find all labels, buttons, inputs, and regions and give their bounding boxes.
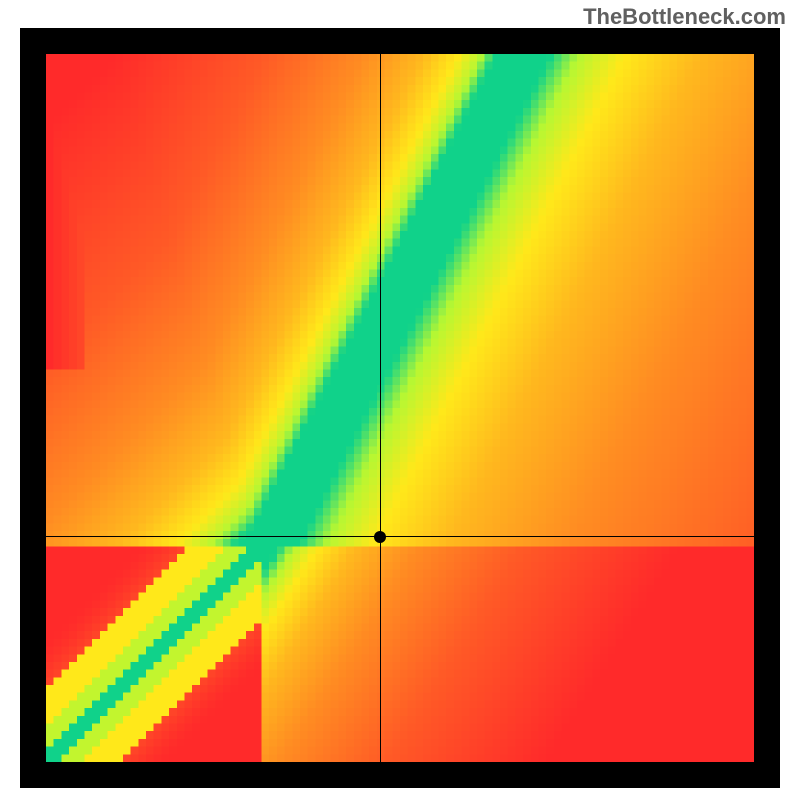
crosshair-vertical	[380, 54, 381, 762]
selection-marker	[374, 531, 386, 543]
chart-frame	[20, 28, 780, 788]
watermark-text: TheBottleneck.com	[583, 4, 786, 30]
bottleneck-heatmap	[46, 54, 754, 762]
crosshair-horizontal	[46, 536, 754, 537]
